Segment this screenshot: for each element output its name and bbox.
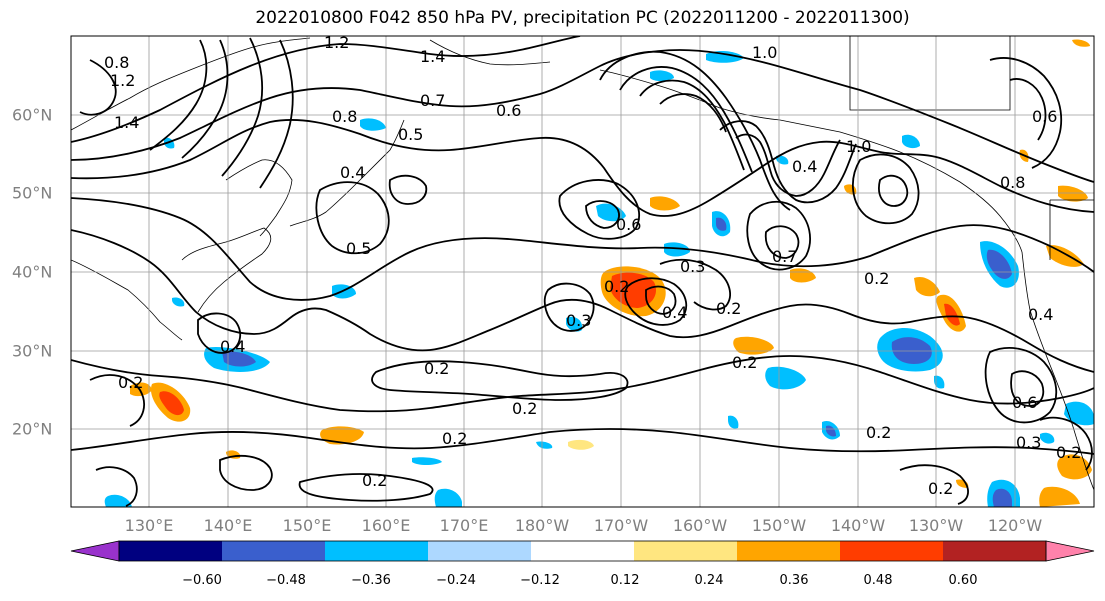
lon-label: 130°W	[908, 516, 964, 535]
lon-label: 130°E	[124, 516, 174, 535]
colorbar-segment	[943, 541, 1046, 561]
contour-label: 1.2	[324, 33, 349, 52]
contour-label: 1.0	[846, 137, 871, 156]
coastlines	[71, 36, 1094, 491]
colorbar-tick-label: 0.36	[779, 573, 809, 588]
contour-label: 0.8	[104, 53, 129, 72]
colorbar-segment	[840, 541, 943, 561]
colorbar-tick-label: 0.24	[694, 573, 724, 588]
lon-label: 140°E	[203, 516, 253, 535]
colorbar	[70, 540, 1095, 562]
colorbar-tick-label: −0.36	[351, 573, 391, 588]
contour-label: 0.2	[604, 277, 629, 296]
contour-label: 0.8	[1000, 173, 1025, 192]
colorbar-segment	[737, 541, 840, 561]
colorbar-tick-label: 0.12	[610, 573, 640, 588]
colorbar-border	[118, 540, 1047, 562]
contour-label: 0.2	[362, 471, 387, 490]
colorbar-tick-label: −0.24	[436, 573, 476, 588]
contour-label: 0.6	[1012, 393, 1037, 412]
contour-label: 0.6	[616, 215, 641, 234]
contour-label: 0.4	[1028, 305, 1053, 324]
map-title: 2022010800 F042 850 hPa PV, precipitatio…	[255, 8, 910, 28]
map-frame	[70, 35, 1095, 508]
contour-label: 0.2	[512, 399, 537, 418]
lat-label: 20°N	[12, 419, 53, 439]
lat-label: 60°N	[12, 105, 53, 125]
colorbar-tick-label: −0.12	[520, 573, 560, 588]
contour-label: 0.2	[424, 359, 449, 378]
lon-label: 160°W	[672, 516, 728, 535]
colorbar-segment	[222, 541, 325, 561]
contour-label: 0.4	[220, 337, 245, 356]
contour-label: 0.2	[866, 423, 891, 442]
lon-label: 150°E	[282, 516, 332, 535]
colorbar-extend-high	[1045, 540, 1095, 562]
map-area	[71, 36, 1094, 507]
contour-label: 0.2	[716, 299, 741, 318]
lon-label: 140°W	[830, 516, 886, 535]
contour-label: 0.6	[496, 101, 521, 120]
lon-label: 170°W	[593, 516, 649, 535]
contour-label: 1.4	[114, 113, 139, 132]
contour-label: 0.6	[1032, 107, 1057, 126]
contour-label: 0.2	[928, 479, 953, 498]
contour-label: 0.8	[332, 107, 357, 126]
colorbar-tick-label: 0.48	[863, 573, 893, 588]
lat-label: 50°N	[12, 183, 53, 203]
pv-contours	[71, 36, 1094, 507]
contour-label: 0.3	[680, 257, 705, 276]
contour-label: 1.4	[420, 47, 445, 66]
contour-label: 0.2	[1056, 443, 1081, 462]
lon-label: 150°W	[751, 516, 807, 535]
colorbar-segment	[634, 541, 737, 561]
contour-label: 0.2	[864, 269, 889, 288]
contour-labels: 0.8 1.2 1.4 1.2 1.4 0.8 0.7 0.6 0.5 0.4 …	[104, 33, 1081, 498]
contour-label: 0.4	[792, 157, 817, 176]
contour-label: 0.2	[118, 373, 143, 392]
contour-label: 0.4	[662, 303, 687, 322]
lon-label: 160°E	[361, 516, 411, 535]
colorbar-segment	[119, 541, 222, 561]
contour-label: 1.0	[752, 43, 777, 62]
contour-label: 0.2	[732, 353, 757, 372]
colorbar-extend-low	[70, 540, 120, 562]
contour-label: 0.4	[340, 163, 365, 182]
contour-label: 0.3	[1016, 433, 1041, 452]
lat-label: 40°N	[12, 262, 53, 282]
contour-label: 0.7	[420, 91, 445, 110]
lon-label: 170°E	[439, 516, 489, 535]
colorbar-segment	[428, 541, 531, 561]
lon-label: 120°W	[987, 516, 1043, 535]
colorbar-tick-label: −0.48	[266, 573, 306, 588]
contour-label: 0.5	[346, 239, 371, 258]
colorbar-tick-label: 0.60	[948, 573, 978, 588]
contour-label: 1.2	[110, 71, 135, 90]
contour-label: 0.5	[398, 125, 423, 144]
contour-label: 0.3	[566, 311, 591, 330]
colorbar-segment	[531, 541, 634, 561]
contour-label: 0.2	[442, 429, 467, 448]
colorbar-tick-label: −0.60	[182, 573, 222, 588]
lat-label: 30°N	[12, 341, 53, 361]
lon-label: 180°W	[514, 516, 570, 535]
contour-label: 0.7	[772, 247, 797, 266]
colorbar-segment	[325, 541, 428, 561]
